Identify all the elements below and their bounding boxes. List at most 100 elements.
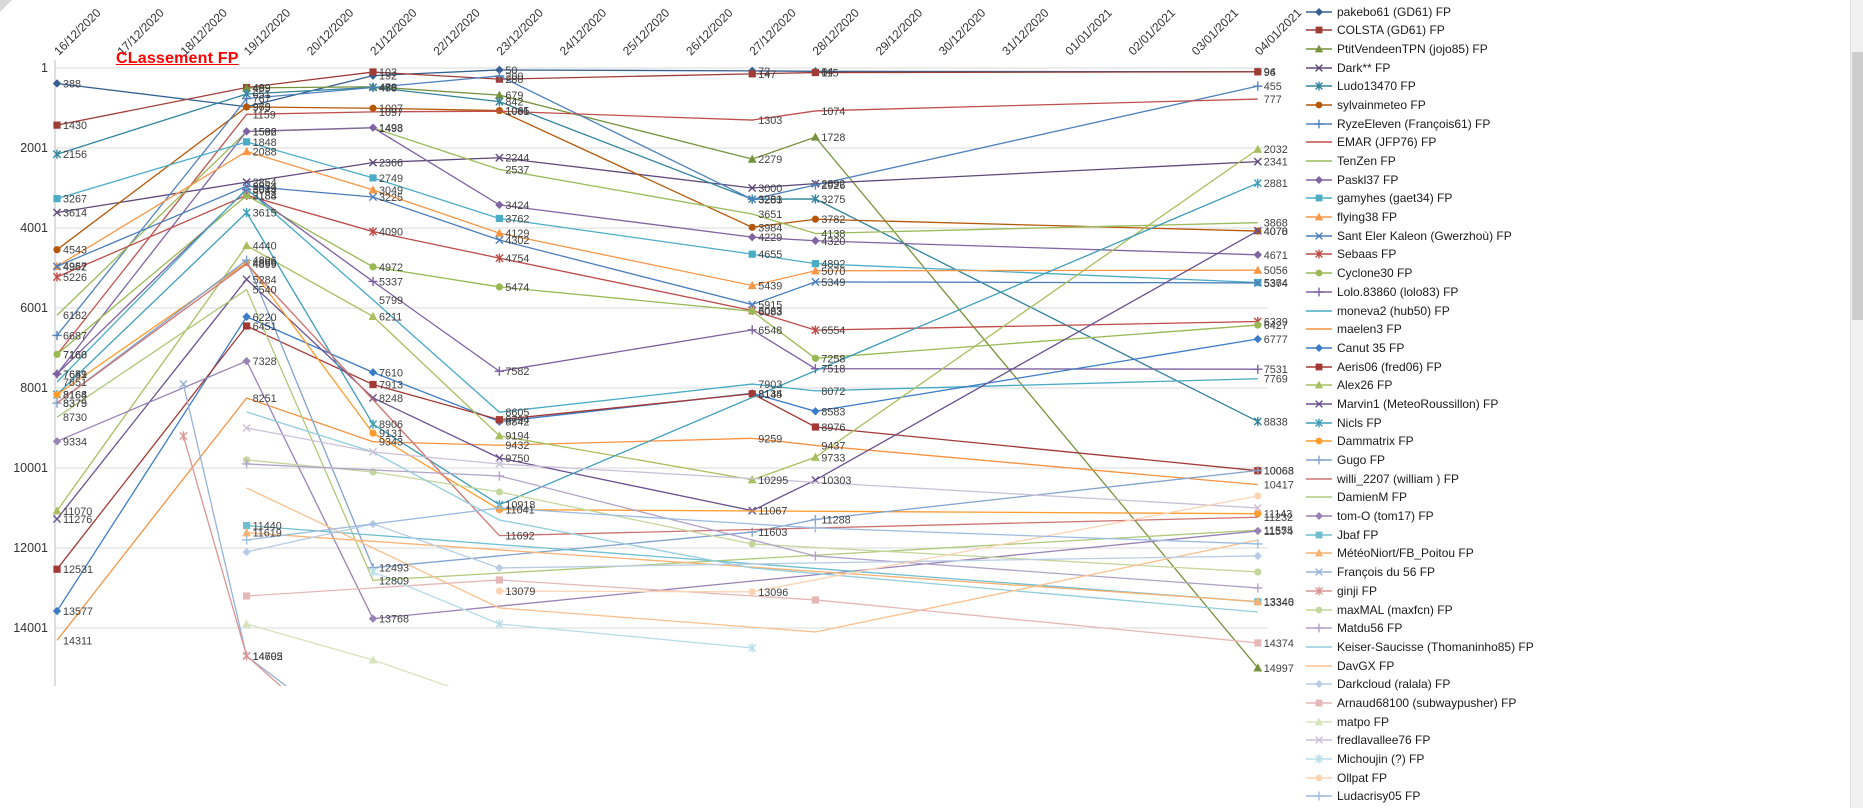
svg-text:4001: 4001 bbox=[20, 221, 48, 235]
legend-item[interactable]: Jbaf FP bbox=[1306, 526, 1556, 543]
legend-item[interactable]: Nicls FP bbox=[1306, 414, 1556, 431]
svg-text:1007: 1007 bbox=[379, 103, 403, 115]
gridlines bbox=[55, 67, 1268, 629]
legend-item[interactable]: RyzeEleven (François61) FP bbox=[1306, 115, 1556, 132]
svg-text:16/12/2020: 16/12/2020 bbox=[51, 6, 104, 59]
svg-text:3225: 3225 bbox=[379, 192, 403, 204]
legend-marker-none-icon bbox=[1306, 496, 1332, 499]
svg-text:2954: 2954 bbox=[253, 181, 277, 193]
series-11 bbox=[52, 146, 1263, 290]
legend-item[interactable]: Darkcloud (ralala) FP bbox=[1306, 676, 1556, 693]
svg-text:767: 767 bbox=[253, 94, 271, 106]
legend-label: Ludacrisy05 FP bbox=[1337, 789, 1421, 804]
legend-item[interactable]: Paskl37 FP bbox=[1306, 171, 1556, 188]
legend-item[interactable]: maxMAL (maxfcn) FP bbox=[1306, 601, 1556, 618]
legend-marker-none-icon bbox=[1306, 646, 1332, 648]
svg-text:115: 115 bbox=[821, 68, 838, 80]
svg-text:679: 679 bbox=[505, 90, 523, 102]
legend-item[interactable]: Marvin1 (MeteoRoussillon) FP bbox=[1306, 395, 1556, 412]
series-27 bbox=[52, 356, 1262, 623]
legend-marker-diamond-icon bbox=[1306, 175, 1332, 184]
legend-item[interactable]: pakebo61 (GD61) FP bbox=[1306, 3, 1556, 20]
legend-item[interactable]: Sant Eler Kaleon (Gwerzhoù) FP bbox=[1306, 227, 1556, 244]
svg-text:4543: 4543 bbox=[63, 245, 87, 257]
series-21 bbox=[52, 226, 1262, 524]
legend-item[interactable]: Alex26 FP bbox=[1306, 377, 1556, 394]
legend-label: Canut 35 FP bbox=[1337, 340, 1405, 355]
legend-item[interactable]: François du 56 FP bbox=[1306, 564, 1556, 581]
series-4 bbox=[52, 82, 1262, 427]
svg-text:1303: 1303 bbox=[758, 115, 782, 127]
legend-label: gamyhes (gaet34) FP bbox=[1337, 191, 1453, 206]
legend-item[interactable]: ginji FP bbox=[1306, 582, 1556, 599]
legend-item[interactable]: Ludo13470 FP bbox=[1306, 78, 1556, 95]
svg-text:10417: 10417 bbox=[1264, 480, 1294, 492]
svg-text:4129: 4129 bbox=[505, 228, 529, 240]
svg-text:7328: 7328 bbox=[253, 356, 277, 368]
legend-marker-x-icon bbox=[1306, 568, 1332, 577]
svg-text:3281: 3281 bbox=[758, 194, 782, 206]
legend-item[interactable]: Gugo FP bbox=[1306, 452, 1556, 469]
legend-item[interactable]: matpo FP bbox=[1306, 713, 1556, 730]
legend-label: maelen3 FP bbox=[1337, 322, 1402, 337]
legend-item[interactable]: Dammatrix FP bbox=[1306, 433, 1556, 450]
svg-text:1: 1 bbox=[41, 61, 48, 75]
legend-item[interactable]: Dark** FP bbox=[1306, 59, 1556, 76]
legend-item[interactable]: flying38 FP bbox=[1306, 209, 1556, 226]
svg-text:14374: 14374 bbox=[1264, 638, 1294, 650]
svg-text:5374: 5374 bbox=[1264, 278, 1288, 290]
svg-text:11143: 11143 bbox=[1264, 509, 1292, 521]
legend-item[interactable]: PtitVendeenTPN (jojo85) FP bbox=[1306, 40, 1556, 57]
legend-item[interactable]: Lolo.83860 (lolo83) FP bbox=[1306, 283, 1556, 300]
legend-item[interactable]: Matdu56 FP bbox=[1306, 620, 1556, 637]
svg-text:2366: 2366 bbox=[379, 158, 403, 170]
legend-item[interactable]: maelen3 FP bbox=[1306, 321, 1556, 338]
legend-item[interactable]: Michoujin (?) FP bbox=[1306, 751, 1556, 768]
legend-item[interactable]: Keiser-Saucisse (Thomaninho85) FP bbox=[1306, 638, 1556, 655]
legend-label: Michoujin (?) FP bbox=[1337, 752, 1425, 766]
svg-text:3424: 3424 bbox=[505, 200, 529, 212]
legend-item[interactable]: Arnaud68100 (subwaypusher) FP bbox=[1306, 694, 1556, 711]
svg-text:3044: 3044 bbox=[253, 185, 277, 197]
legend-item[interactable]: sylvainmeteo FP bbox=[1306, 96, 1556, 113]
vertical-scrollbar[interactable] bbox=[1850, 0, 1863, 808]
legend-item[interactable]: Sebaas FP bbox=[1306, 246, 1556, 263]
scrollbar-thumb[interactable] bbox=[1852, 52, 1863, 320]
legend-marker-star-icon bbox=[1306, 754, 1332, 764]
legend-label: DavGX FP bbox=[1337, 658, 1395, 673]
legend-label: maxMAL (maxfcn) FP bbox=[1337, 602, 1453, 617]
legend-label: Sebaas FP bbox=[1337, 247, 1397, 262]
legend-label: PtitVendeenTPN (jojo85) FP bbox=[1337, 41, 1488, 56]
legend-label: moneva2 (hub50) FP bbox=[1337, 303, 1450, 318]
legend-item[interactable]: willi_2207 (william ) FP bbox=[1306, 470, 1556, 487]
legend-item[interactable]: COLSTA (GD61) FP bbox=[1306, 22, 1556, 39]
legend-marker-none-icon bbox=[1306, 477, 1332, 480]
svg-text:1498: 1498 bbox=[379, 123, 403, 135]
svg-text:2001: 2001 bbox=[20, 141, 48, 155]
legend-item[interactable]: fredlavallee76 FP bbox=[1306, 732, 1556, 749]
svg-text:10001: 10001 bbox=[13, 461, 48, 475]
svg-text:8001: 8001 bbox=[20, 381, 48, 395]
legend-item[interactable]: moneva2 (hub50) FP bbox=[1306, 302, 1556, 319]
legend-item[interactable]: gamyhes (gaet34) FP bbox=[1306, 190, 1556, 207]
svg-text:7166: 7166 bbox=[63, 350, 87, 362]
legend-item[interactable]: Cyclone30 FP bbox=[1306, 265, 1556, 282]
legend-item[interactable]: TenZen FP bbox=[1306, 153, 1556, 170]
legend-item[interactable]: DavGX FP bbox=[1306, 657, 1556, 674]
legend-item[interactable]: Canut 35 FP bbox=[1306, 339, 1556, 356]
legend-item[interactable]: Ludacrisy05 FP bbox=[1306, 788, 1556, 805]
svg-text:5364: 5364 bbox=[1264, 278, 1288, 290]
legend-item[interactable]: Aeris06 (fred06) FP bbox=[1306, 358, 1556, 375]
svg-text:8145: 8145 bbox=[758, 389, 782, 401]
series-42 bbox=[242, 503, 1263, 549]
legend-item[interactable]: tom-O (tom17) FP bbox=[1306, 508, 1556, 525]
svg-text:7610: 7610 bbox=[379, 367, 403, 379]
legend-label: François du 56 FP bbox=[1337, 565, 1436, 580]
legend-item[interactable]: MétéoNiort/FB_Poitou FP bbox=[1306, 545, 1556, 562]
svg-text:10295: 10295 bbox=[758, 475, 788, 487]
legend-item[interactable]: DamienM FP bbox=[1306, 489, 1556, 506]
legend-item[interactable]: Ollpat FP bbox=[1306, 769, 1556, 786]
legend-item[interactable]: EMAR (JFP76) FP bbox=[1306, 134, 1556, 151]
svg-text:11288: 11288 bbox=[821, 514, 850, 526]
svg-text:5056: 5056 bbox=[1264, 265, 1288, 277]
